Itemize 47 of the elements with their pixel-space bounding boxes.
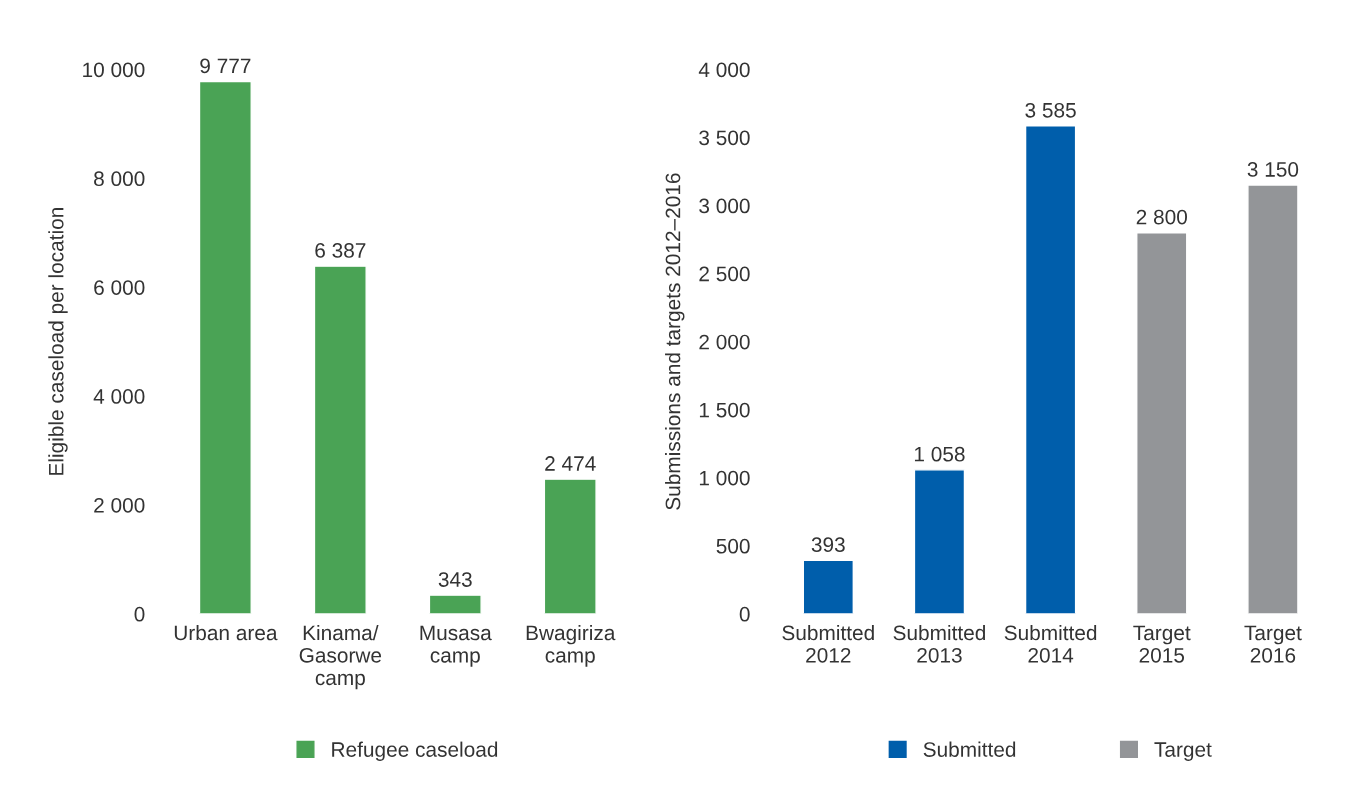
y-tick-label: 500 <box>716 538 750 554</box>
x-tick-label: Kinama/ Gasorwe camp <box>299 624 382 690</box>
data-label: 1 058 <box>914 446 965 462</box>
y-axis-title: Submissions and targets 2012–2016 <box>665 173 685 510</box>
x-tick-label: Submitted 2013 <box>893 624 986 663</box>
bar <box>1136 232 1188 614</box>
data-label: 2 474 <box>545 456 596 471</box>
y-tick-label: 4 000 <box>698 62 750 78</box>
x-tick-label: Bwagiriza camp <box>526 624 616 667</box>
y-tick-label: 2 500 <box>699 266 750 282</box>
data-label: 3 585 <box>1025 102 1076 118</box>
data-label: 2 800 <box>1136 209 1188 225</box>
data-label: 9 777 <box>200 58 251 74</box>
y-tick-label: 4 000 <box>93 389 145 404</box>
y-tick-label: 3 500 <box>699 130 750 146</box>
legend-label: Target <box>1154 742 1212 762</box>
bar <box>543 478 597 614</box>
bar <box>913 469 966 614</box>
legend-label: Refugee caseload <box>332 741 498 762</box>
y-tick-label: 2 000 <box>699 334 750 350</box>
y-tick-label: 1 000 <box>699 470 750 486</box>
x-tick-label: Target 2015 <box>1133 625 1191 663</box>
x-tick-label: Submitted 2012 <box>782 624 874 663</box>
x-tick-label: Urban area <box>174 624 278 641</box>
y-tick-label: 10 000 <box>83 62 145 78</box>
bar <box>313 265 367 614</box>
bar <box>428 594 482 614</box>
x-tick-label: Submitted 2014 <box>1004 624 1097 663</box>
y-tick-label: 2 000 <box>94 497 145 513</box>
y-tick-label: 3 000 <box>699 198 750 214</box>
legend-label: Submitted <box>923 741 1016 757</box>
data-label: 3 150 <box>1247 162 1299 177</box>
y-tick-label: 0 <box>739 606 750 622</box>
bar <box>1247 184 1299 614</box>
bar <box>198 80 252 614</box>
y-axis-title: Eligible caseload per location <box>48 208 68 475</box>
x-tick-label: Musasa camp <box>420 625 492 667</box>
data-label: 6 387 <box>315 243 366 258</box>
x-tick-label: Target 2016 <box>1244 625 1302 663</box>
bar <box>1024 125 1077 614</box>
data-label: 393 <box>811 537 845 553</box>
y-tick-label: 0 <box>134 606 145 622</box>
data-label: 343 <box>438 572 472 587</box>
y-tick-label: 8 000 <box>94 171 145 187</box>
y-tick-label: 1 500 <box>699 402 750 418</box>
bar <box>802 559 854 614</box>
y-tick-label: 6 000 <box>94 280 145 295</box>
